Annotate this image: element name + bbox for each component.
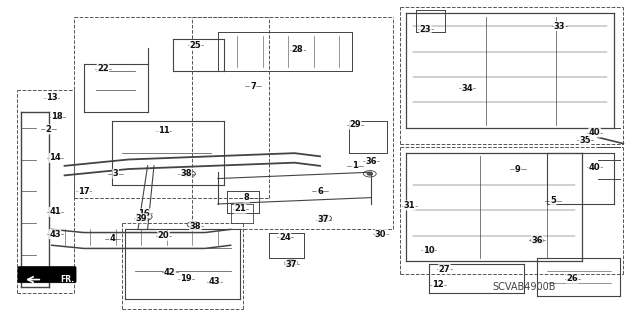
- Text: 6: 6: [317, 187, 323, 196]
- Text: 24: 24: [279, 233, 291, 242]
- Text: 43: 43: [209, 277, 220, 286]
- Circle shape: [367, 173, 372, 175]
- Text: 34: 34: [461, 84, 473, 93]
- Text: 11: 11: [157, 126, 170, 135]
- Text: 38: 38: [180, 169, 191, 178]
- Text: 7: 7: [250, 82, 256, 91]
- Text: FR.: FR.: [60, 275, 74, 284]
- Circle shape: [534, 239, 540, 242]
- Circle shape: [141, 215, 148, 218]
- Circle shape: [289, 262, 294, 264]
- Text: 28: 28: [292, 45, 303, 55]
- Text: 37: 37: [317, 215, 329, 224]
- Text: 25: 25: [189, 41, 202, 50]
- Text: 18: 18: [51, 112, 63, 121]
- Text: SCVAB4900B: SCVAB4900B: [493, 282, 556, 292]
- Text: 39: 39: [136, 214, 147, 223]
- Text: 4: 4: [109, 234, 115, 243]
- Text: 5: 5: [550, 196, 556, 205]
- Text: 29: 29: [349, 120, 361, 129]
- Text: 35: 35: [579, 136, 591, 145]
- Text: 27: 27: [438, 264, 451, 274]
- Circle shape: [191, 223, 196, 226]
- Text: 17: 17: [78, 187, 90, 196]
- Text: 10: 10: [423, 246, 435, 255]
- Text: 36: 36: [531, 236, 543, 245]
- FancyBboxPatch shape: [18, 267, 76, 283]
- Text: 42: 42: [164, 268, 176, 277]
- Text: 26: 26: [566, 274, 578, 283]
- Text: 21: 21: [234, 204, 246, 213]
- Text: 8: 8: [244, 193, 250, 202]
- Text: 16: 16: [138, 209, 150, 218]
- Text: 40: 40: [589, 128, 600, 137]
- Text: 30: 30: [375, 230, 387, 239]
- Text: 1: 1: [352, 161, 358, 170]
- Text: 14: 14: [49, 153, 61, 162]
- Text: 3: 3: [113, 169, 118, 178]
- Text: 38: 38: [189, 222, 201, 231]
- Circle shape: [186, 173, 191, 175]
- Text: 23: 23: [420, 25, 431, 34]
- Text: 13: 13: [46, 93, 58, 102]
- Text: 22: 22: [97, 64, 109, 73]
- Text: 9: 9: [515, 165, 521, 174]
- Text: 40: 40: [589, 163, 600, 172]
- Text: 31: 31: [404, 201, 415, 210]
- Text: 20: 20: [157, 231, 170, 240]
- Text: 19: 19: [180, 274, 192, 283]
- Text: 2: 2: [45, 125, 52, 134]
- Text: 37: 37: [285, 260, 297, 269]
- Text: 36: 36: [365, 157, 377, 166]
- Text: 33: 33: [554, 22, 565, 31]
- Text: 12: 12: [432, 280, 444, 289]
- Text: 41: 41: [49, 207, 61, 216]
- Circle shape: [323, 217, 328, 219]
- Text: 43: 43: [49, 230, 61, 239]
